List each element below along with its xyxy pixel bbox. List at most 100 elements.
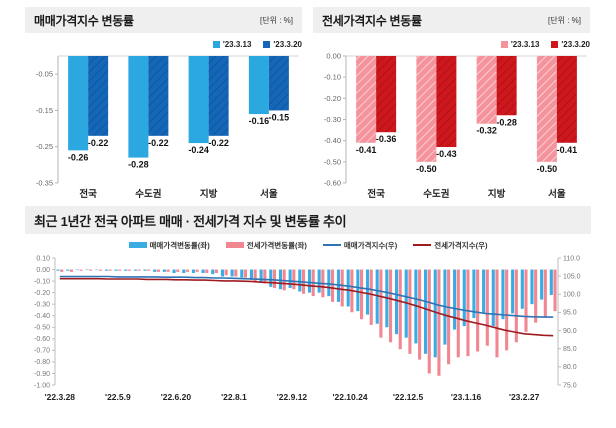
bar-sale-'22.6.27	[182, 269, 186, 274]
category-label: 전국	[79, 188, 97, 200]
bar-sale-'22.4.18	[85, 269, 89, 271]
bar-sale-'23.1.23	[472, 269, 476, 319]
bar-sale-'23.3.13	[540, 269, 544, 300]
bar-jeonse-'22.4.11	[79, 269, 83, 271]
bar-value-label: -0.15	[269, 112, 290, 122]
y-tick-label: -0.35	[36, 179, 53, 188]
left-tick-label: -1.00	[34, 382, 50, 389]
bar-jeonse-'22.7.25	[224, 269, 228, 276]
legend-line-swatch-icon	[322, 244, 341, 246]
right-tick-label: 75.0	[563, 382, 577, 389]
bar-sale-'22.9.19	[298, 269, 302, 292]
y-tick-label: -0.15	[36, 106, 53, 115]
left-tick-label: -0.90	[34, 371, 50, 378]
bar-value-label: -0.28	[128, 160, 149, 170]
x-tick-label: '22.9.12	[277, 392, 308, 402]
bar-sale-'22.9.26	[307, 269, 312, 293]
bar-sale-'22.5.16	[124, 269, 128, 271]
bar-sale-'22.7.18	[211, 269, 215, 275]
bar-sale-'22.4.25	[95, 269, 99, 271]
trend-panel: 최근 1년간 전국 아파트 매매 · 전세가격 지수 및 변동률 추이 매매가격…	[25, 206, 591, 407]
bar-hatch	[476, 56, 497, 124]
right-tick-label: 90.0	[563, 328, 577, 335]
bar-sale-'22.11.28	[394, 269, 399, 335]
bar-sale-'23.2.6	[491, 269, 495, 327]
category-label: 서울	[548, 188, 566, 200]
bar-value-label: -0.50	[416, 164, 437, 174]
bar-sale-'23.2.20	[511, 269, 515, 314]
bar-jeonse-'23.2.20	[514, 269, 518, 343]
bar-sale-'22.4.4	[66, 269, 70, 271]
bar-sale-'22.9.5	[278, 269, 283, 290]
bar-jeonse-'23.1.23	[476, 269, 480, 352]
sale-chart-legend: '23.3.13 '23.3.20	[25, 37, 302, 51]
bar-jeonse-'22.8.1	[234, 269, 238, 277]
bar-jeonse-'22.10.31	[360, 269, 364, 320]
bar-jeonse-'22.9.12	[292, 269, 296, 290]
legend-label: '23.3.20	[561, 39, 590, 49]
bar-sale-'22.3.28	[56, 269, 60, 271]
bar-value-label: -0.16	[249, 116, 270, 126]
legend-swatch-icon	[212, 40, 220, 48]
category-label: 지방	[200, 188, 218, 200]
y-tick-label: -0.05	[36, 70, 53, 79]
left-tick-label: -0.40	[34, 313, 50, 320]
bar-sale-'22.8.29	[269, 269, 273, 287]
trend-chart-header: 최근 1년간 전국 아파트 매매 · 전세가격 지수 및 변동률 추이	[25, 206, 591, 234]
x-tick-label: '22.5.9	[105, 392, 131, 402]
bar-jeonse-'22.7.11	[205, 269, 209, 274]
x-tick-label: '22.3.28	[45, 392, 76, 402]
bar-hatch	[268, 56, 289, 111]
bar-sale-'22.6.20	[172, 269, 176, 274]
legend-item: 전세가격변동률(좌)	[225, 240, 307, 251]
bar-지방-'23.3.13	[188, 56, 209, 144]
bar-value-label: -0.36	[376, 134, 397, 144]
left-tick-label: -0.80	[34, 359, 50, 366]
bar-sale-'22.7.4	[191, 269, 195, 274]
sale-change-panel: 매매가격지수 변동률 [단위 : %] '23.3.13 '23.3.20 -0…	[25, 7, 302, 203]
bar-jeonse-'23.1.9	[456, 269, 460, 358]
y-tick-label: -0.10	[324, 73, 341, 82]
sale-chart-title: 매매가격지수 변동률	[34, 13, 134, 28]
bar-jeonse-'22.3.28	[60, 269, 64, 272]
left-tick-label: -0.20	[34, 290, 50, 297]
bar-jeonse-'22.6.20	[176, 269, 180, 272]
bar-hatch	[536, 56, 557, 162]
bar-sale-'23.1.30	[482, 269, 486, 314]
bar-sale-'22.6.6	[153, 269, 157, 272]
y-tick-label: -0.40	[324, 136, 341, 145]
bar-jeonse-'23.2.13	[505, 269, 509, 351]
bar-jeonse-'22.6.27	[185, 269, 189, 272]
category-label: 수도권	[135, 188, 161, 200]
bar-hatch	[376, 56, 397, 133]
bar-jeonse-'22.5.16	[127, 269, 131, 271]
bar-value-label: -0.43	[436, 149, 457, 159]
bar-sale-'22.6.13	[162, 269, 166, 272]
bar-jeonse-'22.4.25	[98, 269, 102, 271]
x-tick-label: '22.12.5	[393, 392, 424, 402]
bar-sale-'23.2.27	[520, 269, 524, 309]
bar-value-label: -0.50	[537, 164, 558, 174]
right-tick-label: 100.0	[563, 292, 581, 299]
legend-label: '23.3.13	[222, 39, 252, 49]
bar-jeonse-'22.8.29	[272, 269, 277, 289]
y-tick-label: -0.30	[324, 115, 341, 124]
bar-hatch	[88, 56, 109, 136]
bar-jeonse-'22.12.19	[427, 269, 431, 374]
bar-jeonse-'23.2.6	[495, 269, 499, 358]
x-tick-label: '22.8.1	[221, 392, 247, 402]
bar-jeonse-'22.11.14	[379, 269, 383, 338]
bar-value-label: -0.41	[356, 145, 377, 155]
bar-sale-'22.7.25	[220, 269, 224, 277]
bar-sale-'22.8.15	[249, 269, 253, 280]
legend-label: '23.3.20	[273, 39, 302, 49]
bar-sale-'22.5.30	[143, 269, 147, 271]
bar-jeonse-'22.8.15	[253, 269, 257, 282]
bar-sale-'23.1.16	[462, 269, 466, 327]
x-tick-label: '22.6.20	[161, 392, 192, 402]
bar-서울-'23.3.13	[248, 56, 269, 115]
bar-sale-'23.3.6	[530, 269, 534, 305]
legend-label: '23.3.13	[510, 39, 540, 49]
category-label: 수도권	[423, 188, 449, 200]
bar-sale-'22.12.26	[433, 269, 437, 358]
